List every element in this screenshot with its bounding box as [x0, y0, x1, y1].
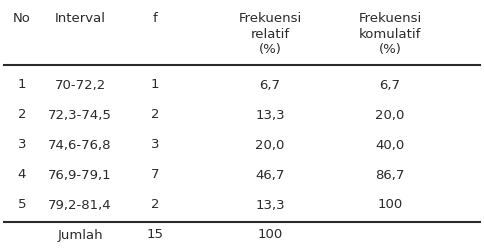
Text: 72,3-74,5: 72,3-74,5: [48, 109, 112, 122]
Text: 1: 1: [151, 79, 159, 92]
Text: 6,7: 6,7: [259, 79, 281, 92]
Text: 2: 2: [151, 109, 159, 122]
Text: 2: 2: [18, 109, 26, 122]
Text: Frekuensi: Frekuensi: [239, 11, 302, 25]
Text: komulatif: komulatif: [359, 28, 421, 40]
Text: 86,7: 86,7: [375, 168, 405, 182]
Text: Interval: Interval: [55, 11, 106, 25]
Text: 100: 100: [257, 228, 283, 242]
Text: 74,6-76,8: 74,6-76,8: [48, 138, 112, 152]
Text: 13,3: 13,3: [255, 198, 285, 212]
Text: 70-72,2: 70-72,2: [54, 79, 106, 92]
Text: (%): (%): [378, 43, 401, 57]
Text: 79,2-81,4: 79,2-81,4: [48, 198, 112, 212]
Text: 5: 5: [18, 198, 26, 212]
Text: 100: 100: [378, 198, 403, 212]
Text: (%): (%): [258, 43, 281, 57]
Text: 1: 1: [18, 79, 26, 92]
Text: 7: 7: [151, 168, 159, 182]
Text: Frekuensi: Frekuensi: [358, 11, 422, 25]
Text: 46,7: 46,7: [256, 168, 285, 182]
Text: 20,0: 20,0: [375, 109, 405, 122]
Text: No: No: [13, 11, 31, 25]
Text: 6,7: 6,7: [379, 79, 400, 92]
Text: relatif: relatif: [250, 28, 289, 40]
Text: 13,3: 13,3: [255, 109, 285, 122]
Text: 15: 15: [147, 228, 164, 242]
Text: 20,0: 20,0: [256, 138, 285, 152]
Text: 4: 4: [18, 168, 26, 182]
Text: 40,0: 40,0: [376, 138, 405, 152]
Text: 3: 3: [151, 138, 159, 152]
Text: 76,9-79,1: 76,9-79,1: [48, 168, 112, 182]
Text: Jumlah: Jumlah: [57, 228, 103, 242]
Text: 3: 3: [18, 138, 26, 152]
Text: 2: 2: [151, 198, 159, 212]
Text: f: f: [152, 11, 157, 25]
